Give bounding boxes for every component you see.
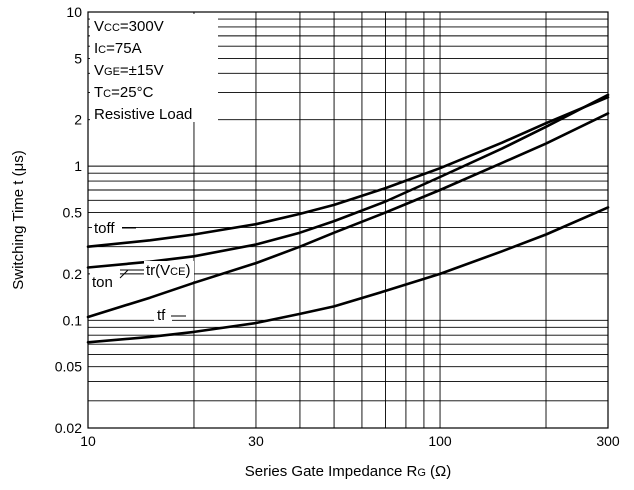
curve-label-tf: tf xyxy=(157,307,166,324)
curve-label-toff: toff xyxy=(94,220,115,237)
curve-tf xyxy=(86,206,610,344)
grid-lines xyxy=(88,12,608,428)
x-axis-title: Series Gate Impedance RG (Ω) xyxy=(245,463,452,480)
y-tick-label: 0.2 xyxy=(63,266,83,282)
plot-frame xyxy=(87,11,609,429)
x-tick-label: 300 xyxy=(596,433,620,449)
curve-tr-vce- xyxy=(86,112,610,319)
y-tick-label: 10 xyxy=(66,4,82,20)
curve-labels: toff ton tr(VCE) tf xyxy=(90,220,194,325)
condition-line: Resistive Load xyxy=(94,106,192,123)
y-tick-label: 0.05 xyxy=(55,359,82,375)
y-tick-label: 0.02 xyxy=(55,420,82,436)
x-tick-label: 10 xyxy=(80,433,96,449)
condition-line: IC=75A xyxy=(94,40,142,57)
condition-line: VGE=±15V xyxy=(94,62,164,79)
label-background xyxy=(90,273,120,291)
y-tick-label: 0.5 xyxy=(63,205,83,221)
condition-line: TC=25°C xyxy=(94,84,154,101)
y-tick-label: 0.1 xyxy=(63,312,83,328)
leader-line xyxy=(119,269,129,279)
y-tick-label: 2 xyxy=(74,112,82,128)
x-tick-label: 100 xyxy=(428,433,452,449)
y-axis-title: Switching Time t (μs) xyxy=(10,150,27,290)
y-tick-label: 5 xyxy=(74,50,82,66)
curve-toff xyxy=(86,95,610,248)
curves xyxy=(86,93,610,344)
tick-labels: 10 30 100 300 0.02 0.05 0.1 0.2 0.5 1 2 5 10 xyxy=(55,4,620,449)
label-background xyxy=(92,220,122,238)
test-conditions: VCC=300V IC=75A VGE=±15V TC=25°C Resistive L… xyxy=(94,18,192,123)
label-background xyxy=(144,261,194,281)
x-tick-label: 30 xyxy=(248,433,264,449)
y-tick-label: 1 xyxy=(74,158,82,174)
curve-label-tr-vce-: tr(VCE) xyxy=(146,262,190,279)
label-background xyxy=(154,307,172,325)
condition-line: VCC=300V xyxy=(94,18,164,35)
curve-label-ton: ton xyxy=(92,274,113,291)
curve-ton xyxy=(86,93,610,269)
conditions-box xyxy=(90,14,218,122)
